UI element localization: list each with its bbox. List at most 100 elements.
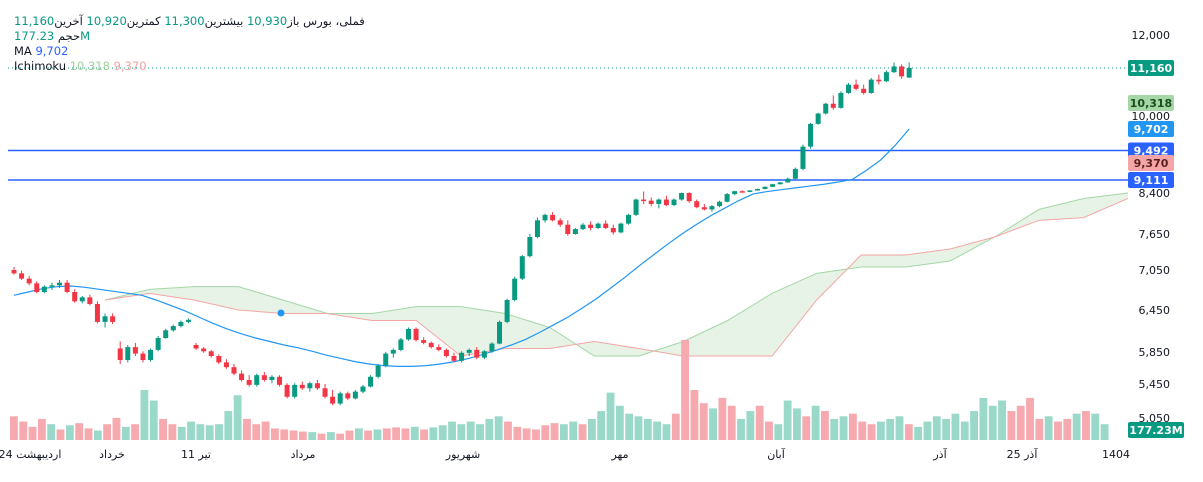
candle-body bbox=[375, 365, 381, 377]
volume-label: حجم bbox=[57, 29, 81, 43]
candle-body bbox=[413, 328, 419, 341]
volume-bar bbox=[1063, 418, 1072, 440]
candle-body bbox=[747, 190, 753, 192]
high-value: 11,300 bbox=[164, 14, 205, 28]
candle-body bbox=[193, 345, 199, 349]
candle-body bbox=[648, 200, 654, 204]
candle-body bbox=[679, 193, 685, 200]
candle-body bbox=[41, 286, 47, 292]
price-axis-tick: 12,000 bbox=[1132, 29, 1171, 42]
ichimoku-lead-b-value: 9,370 bbox=[113, 59, 147, 73]
candle-body bbox=[390, 349, 396, 354]
candle-body bbox=[572, 229, 578, 234]
candle-body bbox=[519, 256, 525, 279]
candle-body bbox=[57, 282, 63, 286]
volume-bar bbox=[1091, 413, 1100, 440]
volume-bar bbox=[1100, 424, 1109, 440]
candle-body bbox=[284, 384, 290, 397]
candle-body bbox=[443, 349, 449, 356]
volume-bar bbox=[215, 424, 223, 440]
candle-body bbox=[269, 376, 275, 380]
candle-body bbox=[216, 356, 222, 363]
high-label: بیشترین bbox=[204, 14, 244, 28]
volume-bar bbox=[177, 426, 186, 440]
candle-body bbox=[49, 285, 55, 287]
volume-bar bbox=[159, 418, 167, 440]
volume-bar bbox=[149, 400, 158, 440]
volume-bar bbox=[569, 421, 578, 440]
time-axis-label: 11 تیر bbox=[181, 448, 211, 461]
volume-bar bbox=[429, 427, 438, 440]
candle-body bbox=[246, 380, 252, 385]
volume-bar bbox=[205, 425, 214, 440]
price-axis-tick: 10,000 bbox=[1132, 110, 1171, 123]
time-axis-label: شهریور bbox=[445, 448, 480, 461]
candle-body bbox=[694, 201, 700, 208]
volume-bar bbox=[988, 405, 997, 440]
volume-bar bbox=[737, 418, 745, 440]
price-tag-box bbox=[1128, 155, 1174, 171]
time-axis-label: 25 آذر bbox=[1007, 447, 1039, 461]
candle-body bbox=[360, 386, 366, 392]
candle-body bbox=[11, 270, 17, 274]
candle-body bbox=[641, 199, 647, 202]
time-axis-label: مهر bbox=[610, 448, 628, 461]
price-tag-label: 9,370 bbox=[1134, 157, 1169, 170]
ichimoku-row: Ichimoku 10,318 9,370 bbox=[14, 59, 365, 74]
volume-bar bbox=[187, 421, 195, 440]
candle-body bbox=[883, 72, 889, 82]
candle-body bbox=[140, 353, 146, 360]
volume-bar bbox=[345, 430, 354, 440]
candle-body bbox=[148, 349, 154, 360]
candle-body bbox=[785, 178, 791, 183]
volume-bar bbox=[606, 392, 615, 440]
volume-bar bbox=[401, 428, 410, 440]
volume-bar bbox=[326, 432, 335, 440]
candle-body bbox=[792, 168, 798, 179]
candle-body bbox=[845, 84, 851, 93]
volume-row: حجم 177.23M bbox=[14, 29, 365, 44]
candle-body bbox=[208, 351, 214, 356]
candle-body bbox=[405, 328, 411, 340]
price-axis-tick: 5,850 bbox=[1139, 346, 1171, 359]
price-tag-box bbox=[1128, 121, 1174, 137]
candle-body bbox=[891, 66, 897, 73]
candle-body bbox=[239, 373, 245, 380]
time-axis-label: آذر bbox=[932, 447, 947, 461]
volume-bar bbox=[942, 418, 951, 440]
volume-bar bbox=[904, 424, 913, 440]
candle-body bbox=[853, 84, 859, 89]
marker-dot bbox=[277, 309, 285, 317]
candle-body bbox=[64, 282, 70, 292]
price-axis-tick: 8,400 bbox=[1139, 187, 1171, 200]
close-value: 11,160 bbox=[14, 14, 55, 28]
price-tag-label: 9,111 bbox=[1134, 174, 1169, 187]
volume-bar bbox=[755, 405, 764, 440]
candle-body bbox=[337, 393, 343, 404]
volume-bar bbox=[587, 418, 596, 440]
volume-bar bbox=[625, 413, 634, 440]
candle-body bbox=[770, 184, 776, 187]
candle-body bbox=[125, 347, 131, 360]
candle-body bbox=[800, 146, 806, 169]
candle-body bbox=[656, 199, 662, 204]
candle-body bbox=[72, 292, 78, 302]
volume-bar bbox=[634, 416, 643, 440]
candle-body bbox=[178, 321, 184, 327]
price-tag-box bbox=[1128, 172, 1174, 188]
volume-bar bbox=[848, 413, 857, 440]
volume-bar bbox=[271, 428, 279, 440]
open-label: باز bbox=[287, 14, 300, 28]
volume-bar bbox=[550, 423, 559, 440]
volume-bar bbox=[382, 428, 391, 440]
volume-bar bbox=[289, 430, 298, 440]
candle-body bbox=[595, 223, 601, 228]
volume-bar bbox=[1026, 397, 1034, 440]
candle-body bbox=[352, 391, 358, 399]
price-tag-label: 9,492 bbox=[1134, 145, 1169, 158]
volume-bar bbox=[168, 424, 177, 440]
volume-bar bbox=[466, 421, 475, 440]
low-value: 10,920 bbox=[86, 14, 127, 28]
